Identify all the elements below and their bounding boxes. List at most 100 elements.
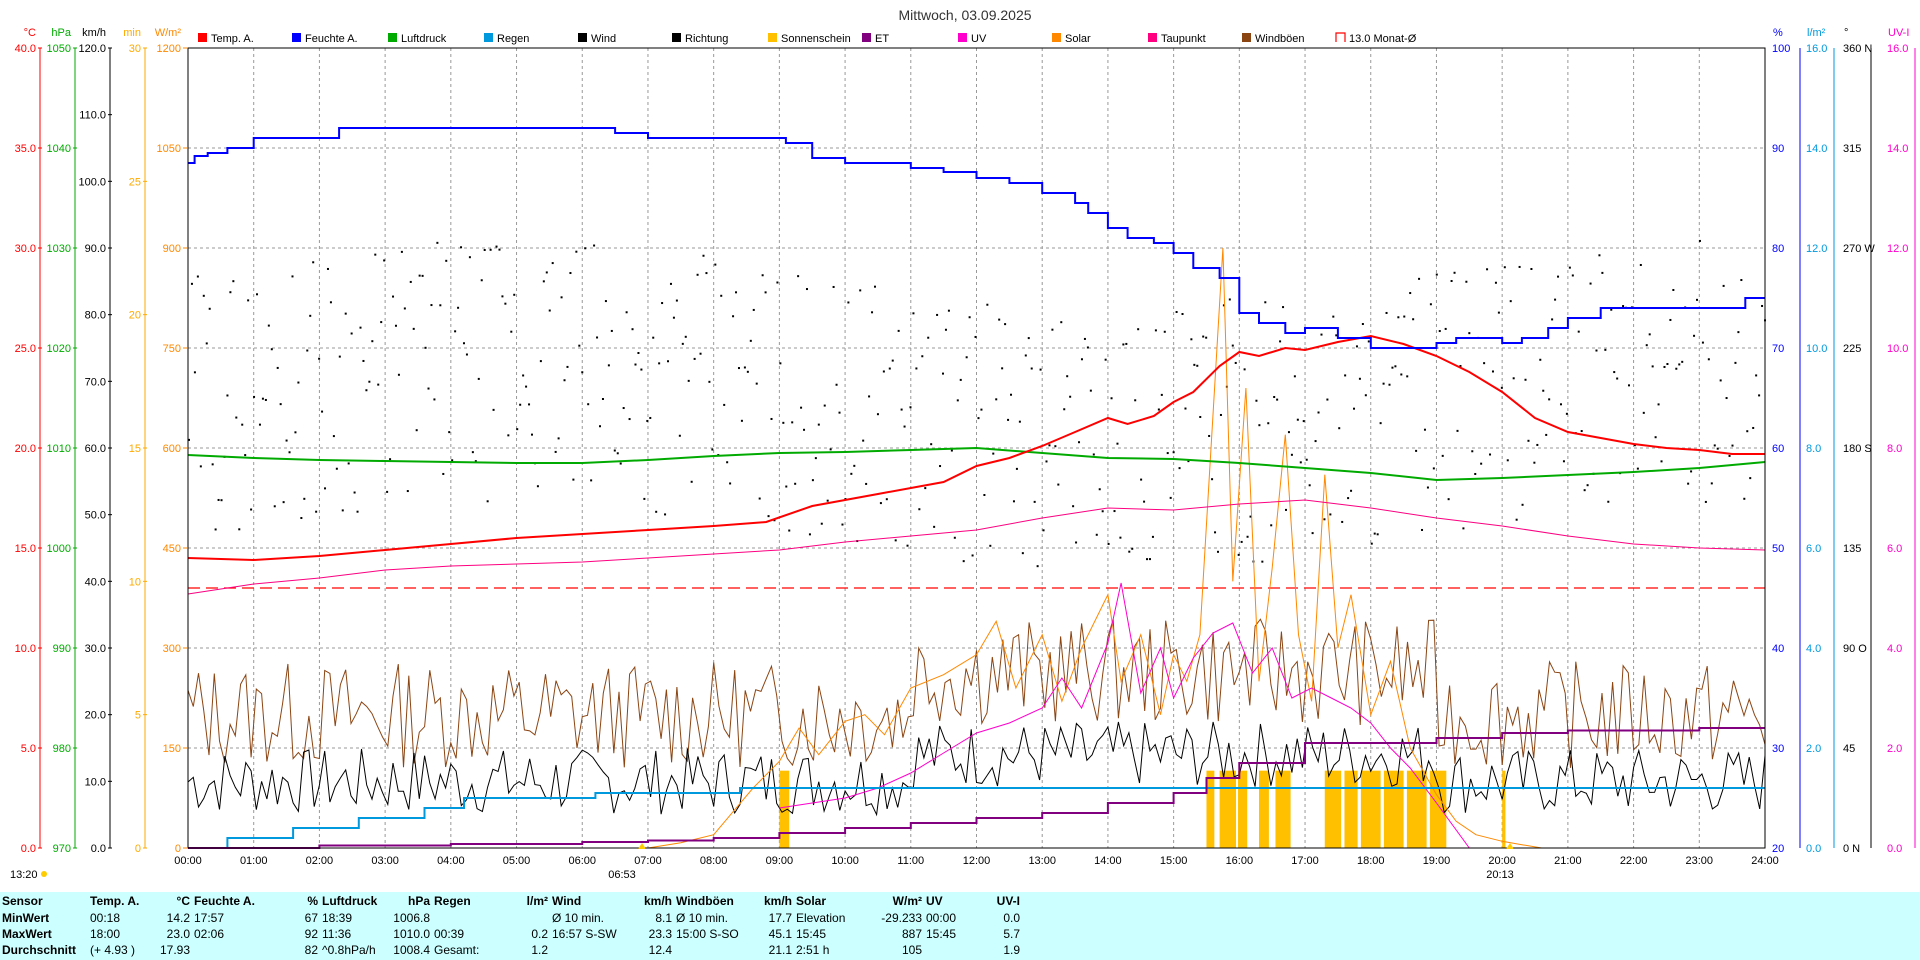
direction-dot bbox=[377, 383, 380, 386]
direction-dot bbox=[622, 407, 625, 410]
direction-dot bbox=[318, 357, 321, 360]
direction-dot bbox=[1693, 334, 1696, 337]
direction-dot bbox=[347, 462, 350, 465]
direction-dot bbox=[811, 479, 814, 482]
direction-dot bbox=[436, 241, 439, 244]
left-axis-tick-label: 15 bbox=[129, 443, 141, 455]
direction-dot bbox=[1264, 301, 1267, 304]
direction-dot bbox=[1166, 452, 1169, 455]
direction-dot bbox=[229, 291, 232, 294]
direction-dot bbox=[454, 330, 457, 333]
legend-swatch bbox=[862, 33, 871, 42]
sunrise-marker bbox=[638, 843, 646, 849]
x-tick-label: 17:00 bbox=[1291, 855, 1319, 867]
direction-dot bbox=[335, 467, 338, 470]
right-axis-tick-label: 16.0 bbox=[1887, 43, 1908, 55]
direction-dot bbox=[675, 299, 678, 302]
direction-dot bbox=[664, 513, 667, 516]
direction-dot bbox=[947, 309, 950, 312]
legend-label: Wind bbox=[591, 33, 616, 45]
direction-dot bbox=[1092, 453, 1095, 456]
x-tick-label: 00:00 bbox=[174, 855, 202, 867]
direction-dot bbox=[918, 508, 921, 511]
sunshine-bar bbox=[1324, 770, 1342, 848]
direction-dot bbox=[1749, 477, 1752, 480]
direction-dot bbox=[1601, 271, 1604, 274]
direction-dot bbox=[1208, 434, 1211, 437]
direction-dot bbox=[634, 363, 637, 366]
stats-cell: 15:45 bbox=[796, 927, 827, 941]
direction-dot bbox=[658, 362, 661, 365]
direction-dot bbox=[791, 421, 794, 424]
statistics-table: Sensor Temp. A. °C Feuchte A.% Luftdruck hPa R… bbox=[0, 892, 1022, 958]
direction-dot bbox=[1489, 453, 1492, 456]
direction-dot bbox=[528, 403, 531, 406]
direction-dot bbox=[1551, 318, 1554, 321]
direction-dot bbox=[199, 465, 202, 468]
direction-dot bbox=[581, 371, 584, 374]
direction-dot bbox=[1063, 408, 1066, 411]
direction-dot bbox=[882, 370, 885, 373]
direction-dot bbox=[1113, 510, 1116, 513]
legend-label: Taupunkt bbox=[1161, 33, 1206, 45]
x-tick-label: 16:00 bbox=[1226, 855, 1254, 867]
direction-dot bbox=[711, 448, 714, 451]
direction-dot bbox=[1154, 329, 1157, 332]
direction-dot bbox=[536, 485, 539, 488]
direction-dot bbox=[303, 497, 306, 500]
stats-cell: 1.2 bbox=[531, 943, 548, 957]
direction-dot bbox=[433, 398, 436, 401]
direction-dot bbox=[616, 452, 619, 455]
right-axis-tick-label: 225 bbox=[1843, 343, 1861, 355]
direction-dot bbox=[669, 282, 672, 285]
direction-dot bbox=[315, 510, 318, 513]
direction-dot bbox=[1080, 358, 1083, 361]
direction-dot bbox=[332, 435, 335, 438]
stats-header-cell: W/m² bbox=[892, 894, 922, 908]
direction-dot bbox=[451, 459, 454, 462]
direction-dot bbox=[560, 296, 563, 299]
direction-dot bbox=[294, 431, 297, 434]
left-axis-tick-label: 150 bbox=[163, 743, 181, 755]
stats-cell: 00:39 bbox=[434, 927, 465, 941]
direction-dot bbox=[1483, 362, 1486, 365]
stats-cell: 92 bbox=[304, 927, 318, 941]
direction-dot bbox=[350, 332, 353, 335]
left-axis-tick-label: 900 bbox=[163, 243, 181, 255]
direction-dot bbox=[235, 416, 238, 419]
left-axis-tick-label: 90.0 bbox=[85, 243, 106, 255]
left-axis-tick-label: 30.0 bbox=[85, 643, 106, 655]
direction-dot bbox=[1633, 444, 1636, 447]
direction-dot bbox=[1160, 393, 1163, 396]
direction-dot bbox=[1243, 368, 1246, 371]
direction-dot bbox=[1418, 277, 1421, 280]
legend-swatch bbox=[388, 33, 397, 42]
direction-dot bbox=[767, 515, 770, 518]
stats-cell: 0.2 bbox=[531, 927, 548, 941]
sunshine-bar bbox=[779, 770, 790, 848]
direction-dot bbox=[687, 379, 690, 382]
direction-dot bbox=[631, 328, 634, 331]
direction-dot bbox=[723, 403, 726, 406]
stats-cell: 1.9 bbox=[1003, 943, 1020, 957]
direction-dot bbox=[956, 399, 959, 402]
direction-dot bbox=[1181, 313, 1184, 316]
stats-cell: 23.3 bbox=[648, 927, 672, 941]
direction-dot bbox=[776, 281, 779, 284]
stats-cell: 105 bbox=[901, 943, 922, 957]
left-axis-tick-label: 50.0 bbox=[85, 510, 106, 522]
direction-dot bbox=[1559, 403, 1562, 406]
left-axis-tick-label: 20.0 bbox=[15, 443, 36, 455]
stats-row: Durchschnitt (+ 4.93 ) 17.93 82 ^0.8hPa/h 100… bbox=[0, 942, 1022, 958]
x-tick-label: 24:00 bbox=[1751, 855, 1779, 867]
direction-dot bbox=[1122, 343, 1125, 346]
direction-dot bbox=[1589, 282, 1592, 285]
axes: °C 40.0 35.0 30.0 25.0 20.0 15.0 10.0 5.0 0.0 hPa 1… bbox=[15, 27, 1916, 855]
direction-dot bbox=[1755, 374, 1758, 377]
left-axis-tick-label: 1010 bbox=[47, 443, 71, 455]
direction-dot bbox=[1137, 328, 1140, 331]
direction-dot bbox=[1657, 403, 1660, 406]
legend-swatch bbox=[292, 33, 301, 42]
direction-dot bbox=[471, 451, 474, 454]
direction-dot bbox=[868, 395, 871, 398]
